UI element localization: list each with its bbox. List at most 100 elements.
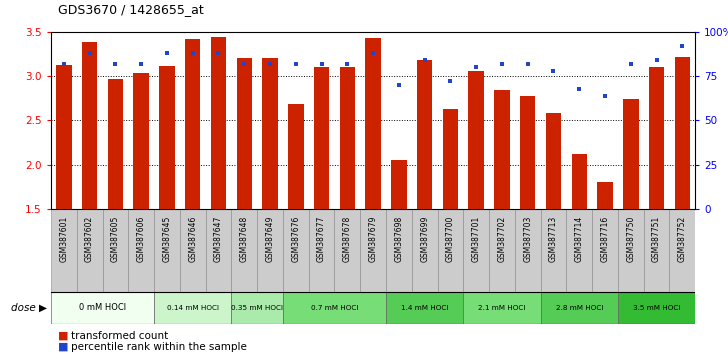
Point: [547, 68, 559, 74]
Text: 0 mM HOCl: 0 mM HOCl: [79, 303, 126, 313]
Bar: [566, 209, 592, 292]
Bar: [520, 97, 536, 209]
Text: 2.1 mM HOCl: 2.1 mM HOCl: [478, 305, 526, 311]
Point: [574, 86, 585, 91]
Point: [161, 50, 173, 56]
Text: GSM387713: GSM387713: [549, 216, 558, 262]
Bar: [334, 209, 360, 292]
Point: [651, 57, 662, 63]
Bar: [210, 37, 226, 209]
Text: 1.4 mM HOCl: 1.4 mM HOCl: [401, 305, 448, 311]
Bar: [623, 99, 638, 209]
Text: 0.7 mM HOCl: 0.7 mM HOCl: [311, 305, 358, 311]
Bar: [108, 79, 123, 209]
Bar: [56, 65, 71, 209]
Point: [84, 50, 95, 56]
Text: GSM387714: GSM387714: [575, 216, 584, 262]
Bar: [232, 209, 257, 292]
Bar: [205, 209, 232, 292]
Point: [110, 61, 122, 67]
Bar: [180, 209, 205, 292]
Text: GDS3670 / 1428655_at: GDS3670 / 1428655_at: [58, 3, 204, 16]
Point: [213, 50, 224, 56]
Text: GSM387702: GSM387702: [497, 216, 507, 262]
Text: GSM387701: GSM387701: [472, 216, 480, 262]
Bar: [339, 67, 355, 209]
Bar: [417, 60, 432, 209]
Text: GSM387678: GSM387678: [343, 216, 352, 262]
Point: [264, 61, 276, 67]
Bar: [103, 209, 128, 292]
Text: GSM387750: GSM387750: [626, 216, 636, 262]
Bar: [515, 209, 541, 292]
Text: GSM387751: GSM387751: [652, 216, 661, 262]
Bar: [232, 292, 283, 324]
Bar: [314, 67, 329, 209]
Bar: [494, 90, 510, 209]
Point: [676, 43, 688, 49]
Point: [625, 61, 636, 67]
Bar: [257, 209, 283, 292]
Bar: [82, 42, 98, 209]
Bar: [386, 209, 412, 292]
Bar: [541, 209, 566, 292]
Point: [58, 61, 70, 67]
Point: [419, 57, 430, 63]
Point: [341, 61, 353, 67]
Text: ■: ■: [58, 342, 68, 352]
Bar: [288, 104, 304, 209]
Bar: [283, 292, 386, 324]
Point: [368, 50, 379, 56]
Bar: [443, 109, 458, 209]
Bar: [51, 209, 76, 292]
Bar: [360, 209, 386, 292]
Text: GSM387605: GSM387605: [111, 216, 120, 262]
Text: GSM387703: GSM387703: [523, 216, 532, 262]
Bar: [391, 160, 407, 209]
Bar: [670, 209, 695, 292]
Point: [445, 79, 456, 84]
Text: GSM387649: GSM387649: [266, 216, 274, 262]
Text: 0.35 mM HOCl: 0.35 mM HOCl: [231, 305, 283, 311]
Bar: [154, 292, 232, 324]
Bar: [51, 292, 154, 324]
Text: GSM387676: GSM387676: [291, 216, 300, 262]
Bar: [489, 209, 515, 292]
Text: GSM387679: GSM387679: [368, 216, 378, 262]
Text: dose ▶: dose ▶: [12, 303, 47, 313]
Text: 2.8 mM HOCl: 2.8 mM HOCl: [555, 305, 603, 311]
Text: GSM387677: GSM387677: [317, 216, 326, 262]
Text: GSM387647: GSM387647: [214, 216, 223, 262]
Text: ■: ■: [58, 331, 68, 341]
Bar: [438, 209, 463, 292]
Point: [290, 61, 301, 67]
Bar: [386, 292, 463, 324]
Bar: [618, 292, 695, 324]
Bar: [262, 58, 278, 209]
Bar: [618, 209, 644, 292]
Point: [393, 82, 405, 88]
Text: GSM387752: GSM387752: [678, 216, 687, 262]
Text: percentile rank within the sample: percentile rank within the sample: [71, 342, 248, 352]
Point: [496, 61, 508, 67]
Point: [522, 61, 534, 67]
Bar: [133, 74, 149, 209]
Bar: [463, 292, 541, 324]
Bar: [463, 209, 489, 292]
Bar: [649, 67, 665, 209]
Text: GSM387700: GSM387700: [446, 216, 455, 262]
Bar: [128, 209, 154, 292]
Point: [599, 93, 611, 98]
Point: [470, 64, 482, 70]
Bar: [283, 209, 309, 292]
Bar: [76, 209, 103, 292]
Bar: [237, 58, 252, 209]
Point: [135, 61, 147, 67]
Bar: [159, 67, 175, 209]
Bar: [412, 209, 438, 292]
Bar: [468, 71, 484, 209]
Bar: [675, 57, 690, 209]
Bar: [644, 209, 670, 292]
Bar: [546, 113, 561, 209]
Text: GSM387645: GSM387645: [162, 216, 171, 262]
